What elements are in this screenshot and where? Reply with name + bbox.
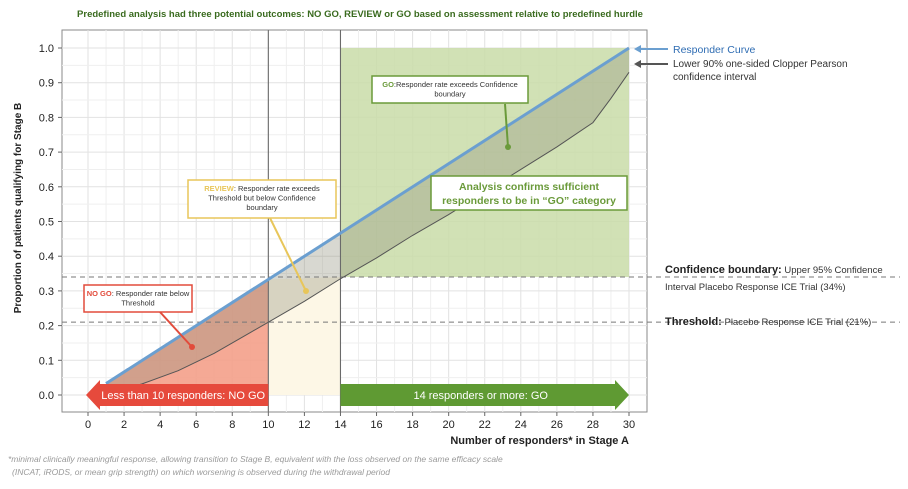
confidence-boundary-bold: Confidence boundary:	[665, 264, 782, 276]
threshold-label: Threshold: Placebo Response ICE Trial (2…	[665, 316, 871, 328]
legend-responder-label: Responder Curve	[673, 44, 755, 56]
callout-go-line: boundary	[434, 90, 466, 99]
x-axis-ticks: 0 2 4 6 8 10 12 14 16 18 20 22 24 26 28 30	[85, 412, 635, 431]
y-tick-label: 0.3	[39, 286, 54, 298]
x-tick-label: 0	[85, 419, 91, 431]
callout-go-dot	[505, 144, 511, 150]
callout-go-segment: GO	[382, 80, 394, 89]
y-tick-label: 0.7	[39, 147, 54, 159]
x-tick-label: 8	[229, 419, 235, 431]
footnote-line-1: *minimal clinically meaningful response,…	[8, 454, 503, 464]
y-tick-label: 0.6	[39, 182, 54, 194]
callout-review-box	[187, 179, 337, 219]
y-tick-label: 0.5	[39, 217, 54, 229]
legend-ci-label: Lower 90% one-sided Clopper Pearson confi…	[673, 59, 848, 83]
threshold-bold: Threshold:	[665, 316, 722, 328]
callout-confirm-line: Analysis confirms sufficient	[459, 181, 600, 193]
go-arrow-label: 14 responders or more: GO	[413, 390, 548, 402]
x-tick-label: 26	[551, 419, 563, 431]
footnote-line-2: (INCAT, iRODS, or mean grip strength) on…	[12, 467, 390, 477]
y-tick-label: 0.4	[39, 251, 54, 263]
callout-nogo-box	[83, 284, 193, 313]
y-tick-label: 0.1	[39, 355, 54, 367]
threshold-text: Placebo Response ICE Trial (21%)	[722, 317, 871, 328]
callout-review-text: REVIEW: Responder rate exceeds Threshold …	[204, 184, 320, 212]
y-tick-label: 0.9	[39, 78, 54, 90]
y-tick-label: 1.0	[39, 43, 54, 55]
y-tick-label: 0.0	[39, 390, 54, 402]
x-tick-label: 2	[121, 419, 127, 431]
callout-nogo-pointer	[159, 311, 193, 348]
y-axis-ticks: 0.0 0.1 0.2 0.3 0.4 0.5 0.6 0.7 0.8 0.9 1.0	[39, 43, 62, 402]
callout-nogo-segment: Threshold	[121, 299, 154, 308]
zone-review	[268, 277, 341, 395]
y-tick-label: 0.2	[39, 321, 54, 333]
nogo-arrow	[86, 380, 269, 410]
callout-confirm-text: Analysis confirms sufficient responders t…	[442, 181, 616, 207]
ci-band	[106, 48, 630, 395]
confidence-boundary-label: Confidence boundary: Upper 95% Confidenc…	[665, 264, 883, 293]
x-tick-label: 28	[587, 419, 599, 431]
outcome-arrows: Less than 10 responders: NO GO 14 respond…	[86, 380, 629, 410]
x-tick-label: 24	[515, 419, 527, 431]
go-arrow	[340, 380, 629, 410]
y-axis-label: Proportion of patients qualifying for St…	[13, 103, 24, 314]
confidence-band	[106, 48, 630, 395]
callout-nogo-segment: : Responder rate below	[112, 289, 190, 298]
callout-confirm-box	[430, 175, 628, 211]
callout-confirm-line: responders to be in “GO” category	[442, 195, 616, 207]
x-tick-label: 18	[406, 419, 418, 431]
ci-line	[105, 72, 630, 395]
annotations: GO:Responder rate exceeds Confidence boun…	[83, 75, 628, 350]
callout-review-line: REVIEW: Responder rate exceeds	[204, 184, 320, 193]
callout-nogo-line: Threshold	[121, 299, 154, 308]
responder-curve-line	[105, 46, 630, 385]
callout-nogo-dot	[189, 344, 195, 350]
vertical-lines	[267, 30, 342, 412]
x-tick-label: 20	[443, 419, 455, 431]
callout-review-dot	[303, 288, 309, 294]
callout-go-box	[371, 75, 529, 104]
reference-line-labels: Confidence boundary: Upper 95% Confidenc…	[665, 264, 883, 328]
x-tick-label: 14	[334, 419, 346, 431]
callout-go-segment: :Responder rate exceeds Confidence	[394, 80, 518, 89]
confidence-boundary-line: Interval Placebo Response ICE Trial (34%…	[665, 282, 846, 293]
callout-go-text: GO:Responder rate exceeds Confidence boun…	[382, 80, 518, 99]
callout-review-line: boundary	[246, 203, 278, 212]
confidence-boundary-text: Upper 95% Confidence	[782, 265, 883, 276]
callout-review-pointer	[269, 217, 307, 292]
x-tick-label: 22	[479, 419, 491, 431]
chart-title: Predefined analysis had three potential …	[77, 9, 643, 20]
nogo-arrow-label: Less than 10 responders: NO GO	[101, 390, 265, 402]
callout-nogo-line: NO GO: Responder rate below	[87, 289, 190, 298]
callout-nogo-segment: NO GO	[87, 289, 112, 298]
x-tick-label: 12	[298, 419, 310, 431]
confidence-boundary-line: Confidence boundary: Upper 95% Confidenc…	[665, 264, 883, 276]
callout-review-segment: : Responder rate exceeds	[234, 184, 320, 193]
callout-nogo-text: NO GO: Responder rate below Threshold	[87, 289, 190, 308]
x-tick-label: 16	[370, 419, 382, 431]
callout-go-pointer	[504, 103, 509, 148]
footnote: *minimal clinically meaningful response,…	[8, 454, 505, 477]
legend-ci-line: Lower 90% one-sided Clopper Pearson	[673, 59, 848, 70]
series-lines	[105, 46, 630, 395]
y-tick-label: 0.8	[39, 112, 54, 124]
callout-review-line: Threshold but below Confidence	[208, 194, 316, 203]
x-tick-label: 10	[262, 419, 274, 431]
callout-go-segment: boundary	[434, 90, 466, 99]
callout-review-segment: REVIEW	[204, 184, 235, 193]
x-axis-label: Number of responders* in Stage A	[450, 435, 629, 447]
legend-ci-line: confidence interval	[673, 72, 756, 83]
x-tick-label: 6	[193, 419, 199, 431]
x-tick-label: 30	[623, 419, 635, 431]
x-tick-label: 4	[157, 419, 163, 431]
zone-nogo	[106, 279, 269, 395]
legend-responder-arrowhead	[634, 45, 641, 53]
callout-go-line: GO:Responder rate exceeds Confidence	[382, 80, 518, 89]
legend: Responder Curve Lower 90% one-sided Clopp…	[634, 44, 848, 83]
callout-review-segment: Threshold but below Confidence	[208, 194, 316, 203]
legend-ci-arrowhead	[634, 60, 641, 68]
callout-review-segment: boundary	[246, 203, 278, 212]
